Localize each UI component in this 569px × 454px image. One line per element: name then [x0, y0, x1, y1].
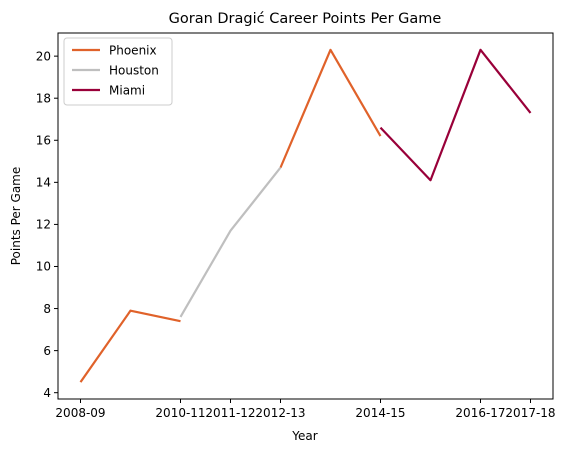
- y-tick-label: 6: [43, 344, 51, 358]
- y-tick-label: 8: [43, 302, 51, 316]
- series-line-phoenix: [79, 309, 181, 383]
- legend-box: [63, 37, 173, 106]
- x-tick-label: 2014-15: [355, 406, 405, 420]
- y-tick-label: 12: [36, 218, 51, 232]
- x-axis: 2008-09 2010-11 2011-12 2012-13 2014-15 2016-…: [55, 399, 556, 420]
- y-tick-label: 18: [36, 91, 51, 105]
- y-tick-label: 14: [36, 176, 51, 190]
- y-axis: 4 6 8 10 12 14 16 18 20: [36, 49, 58, 400]
- series-line-miami: [379, 48, 532, 182]
- chart-title: Goran Dragić Career Points Per Game: [169, 11, 442, 27]
- x-tick-label: 2010-11: [155, 406, 205, 420]
- y-axis-label: Points Per Game: [9, 167, 23, 266]
- x-tick-label: 2017-18: [505, 406, 555, 420]
- x-tick-label: 2011-12: [205, 406, 255, 420]
- x-axis-label: Year: [291, 429, 317, 443]
- y-tick-label: 16: [36, 133, 51, 147]
- series-line-phoenix: [279, 48, 382, 169]
- x-tick-label: 2012-13: [255, 406, 305, 420]
- y-tick-label: 4: [43, 386, 51, 400]
- plot-area: [79, 48, 532, 383]
- series-line-houston: [179, 166, 282, 318]
- x-tick-label: 2016-17: [455, 406, 505, 420]
- x-tick-label: 2008-09: [55, 406, 105, 420]
- legend-label: Phoenix: [109, 43, 157, 57]
- legend: Phoenix Houston Miami: [63, 37, 173, 106]
- legend-label: Houston: [109, 63, 159, 77]
- y-tick-label: 20: [36, 49, 51, 63]
- legend-label: Miami: [109, 83, 145, 97]
- y-tick-label: 10: [36, 260, 51, 274]
- plot-frame: [57, 32, 554, 400]
